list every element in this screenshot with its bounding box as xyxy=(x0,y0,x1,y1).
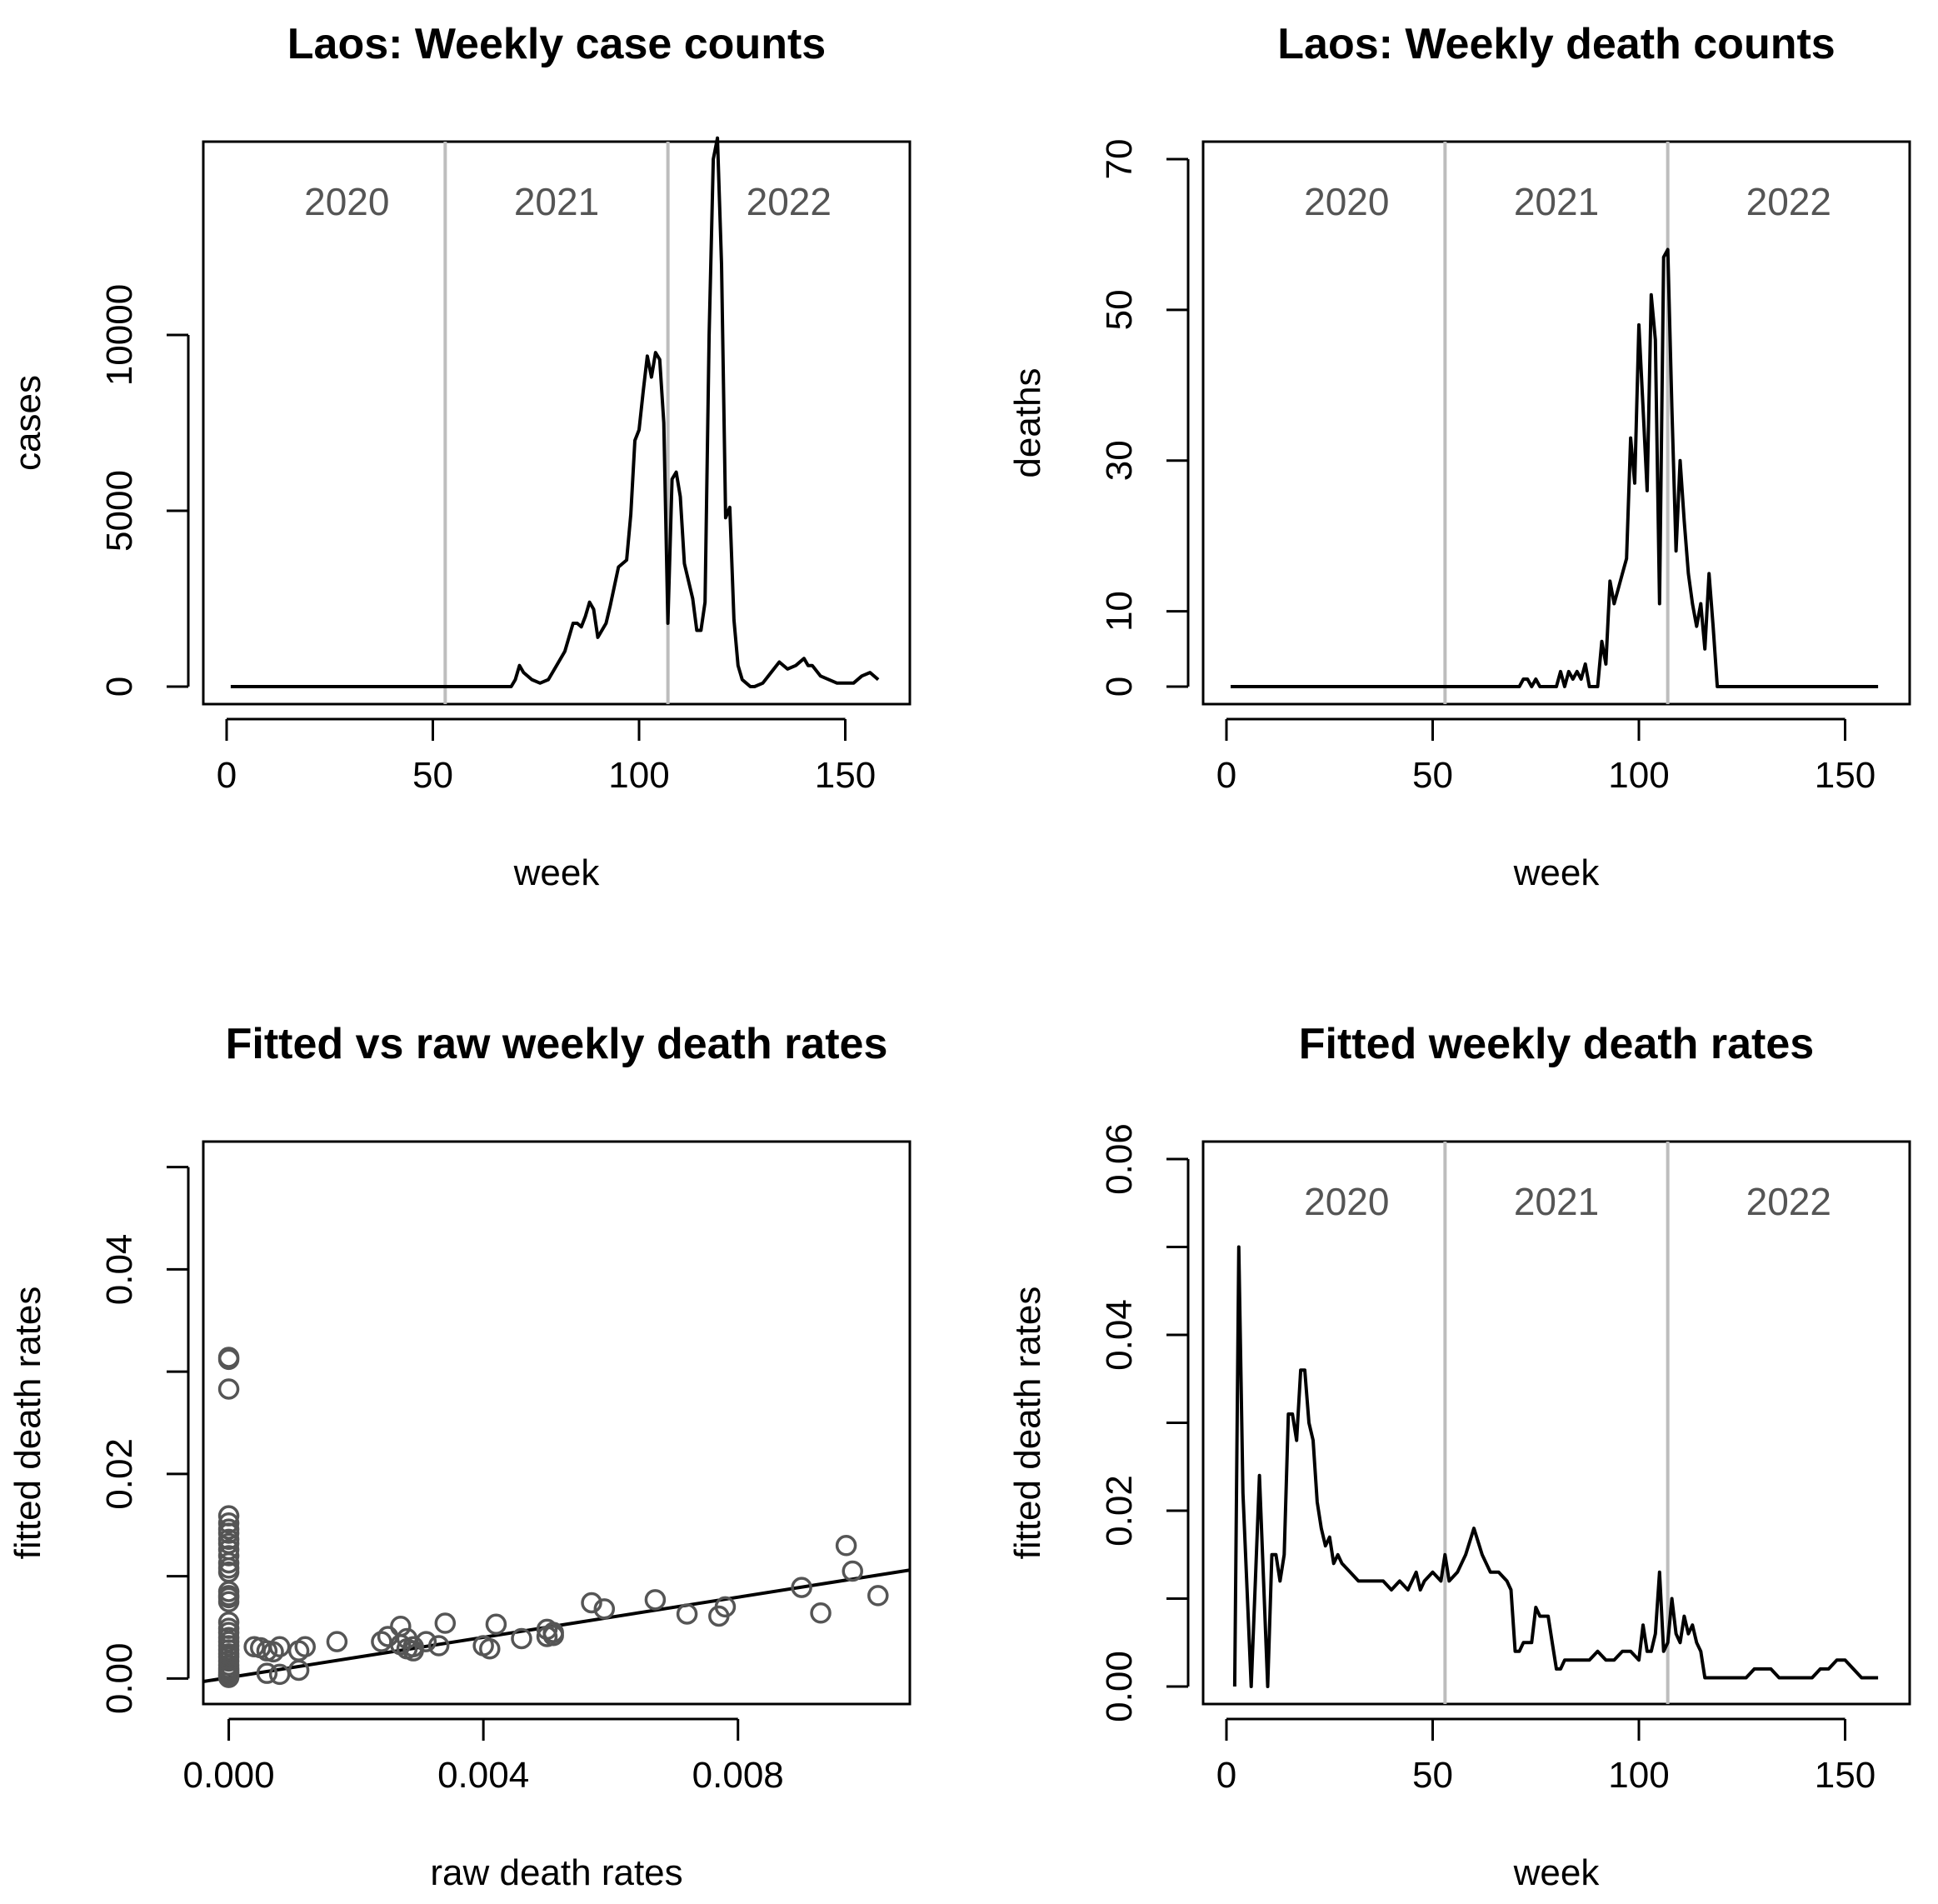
fitted-vs-raw-scatter-point xyxy=(217,1545,240,1567)
weekly-death-counts-x-tick-label: 100 xyxy=(1608,755,1669,796)
fitted-death-rates-series-line xyxy=(1232,1245,1879,1688)
fitted-vs-raw-scatter-point xyxy=(479,1637,501,1660)
fitted-death-rates-x-tick-label: 50 xyxy=(1412,1755,1453,1796)
weekly-death-counts-title: Laos: Weekly death counts xyxy=(1277,20,1835,68)
fitted-vs-raw-scatter-point xyxy=(511,1627,532,1650)
fitted-vs-raw-scatter-point xyxy=(217,1512,240,1534)
fitted-vs-raw-scatter-point xyxy=(791,1577,812,1598)
weekly-death-counts-frame xyxy=(1201,140,1911,706)
weekly-death-counts-year-label: 2022 xyxy=(1746,180,1831,223)
fitted-vs-raw-scatter-point xyxy=(217,1667,240,1688)
fitted-death-rates-x-tick-label: 0 xyxy=(1216,1755,1236,1796)
fitted-death-rates-title: Fitted weekly death rates xyxy=(1299,1020,1814,1068)
fitted-vs-raw-scatter-point xyxy=(217,1591,240,1613)
fitted-vs-raw-scatter-y-tick-label: 0.04 xyxy=(99,1234,140,1306)
weekly-death-counts-x-tick-label: 150 xyxy=(1815,755,1876,796)
fitted-death-rates-x-tick-label: 100 xyxy=(1608,1755,1669,1796)
fitted-vs-raw-scatter-x-tick-label: 0.004 xyxy=(437,1755,529,1796)
fitted-death-rates-x-axis-label: week xyxy=(1513,1852,1601,1893)
fitted-vs-raw-scatter-point xyxy=(810,1602,832,1624)
weekly-case-counts-frame xyxy=(202,140,912,706)
fitted-vs-raw-scatter-x-axis-label: raw death rates xyxy=(430,1852,682,1893)
weekly-case-counts-y-axis-label: cases xyxy=(7,375,48,471)
fitted-vs-raw-scatter-y-axis-label: fitted death rates xyxy=(7,1287,48,1560)
fitted-death-rates-y-axis-label: fitted death rates xyxy=(1007,1287,1048,1560)
fitted-vs-raw-scatter-point xyxy=(714,1596,737,1618)
fitted-vs-raw-scatter-point xyxy=(217,1522,240,1544)
fitted-death-rates-y-tick-label: 0.04 xyxy=(1099,1299,1140,1371)
weekly-death-counts-y-tick-label: 30 xyxy=(1099,440,1140,481)
fitted-death-rates-y-tick-label: 0.06 xyxy=(1099,1123,1140,1195)
fitted-death-rates-year-label: 2020 xyxy=(1304,1180,1389,1223)
fitted-vs-raw-scatter-point xyxy=(256,1662,278,1684)
fitted-vs-raw-scatter-point xyxy=(268,1636,291,1658)
fitted-vs-raw-scatter-point xyxy=(217,1378,240,1400)
fitted-vs-raw-scatter-point xyxy=(676,1603,698,1625)
fitted-death-rates-year-label: 2021 xyxy=(1514,1180,1599,1223)
fitted-vs-raw-scatter-point xyxy=(326,1631,348,1652)
fitted-vs-raw-scatter-point xyxy=(402,1636,424,1658)
weekly-death-counts-panel: Laos: Weekly death counts 0 50 100 150 week 0 1… xyxy=(1007,20,1911,893)
weekly-case-counts-x-tick-label: 150 xyxy=(815,755,876,796)
fitted-vs-raw-scatter-point xyxy=(542,1622,564,1643)
weekly-death-counts-x-tick-label: 0 xyxy=(1216,755,1236,796)
weekly-case-counts-y-tick-label: 5000 xyxy=(99,470,140,552)
weekly-case-counts-x-tick-label: 50 xyxy=(412,755,453,796)
fitted-vs-raw-scatter-point xyxy=(842,1560,863,1582)
fitted-vs-raw-scatter-point xyxy=(581,1592,602,1614)
fitted-death-rates-y-tick-label: 0.00 xyxy=(1099,1651,1140,1722)
fitted-vs-raw-scatter-point xyxy=(390,1615,412,1637)
fitted-vs-raw-scatter-point xyxy=(262,1641,284,1663)
weekly-case-counts-y-tick-label: 10000 xyxy=(99,284,140,386)
fitted-death-rates-frame xyxy=(1201,1140,1911,1706)
fitted-death-rates-panel: Fitted weekly death rates 0 50 100 150 week 0.… xyxy=(1007,1020,1911,1893)
weekly-case-counts-x-axis-label: week xyxy=(513,852,601,893)
fitted-vs-raw-scatter-point xyxy=(217,1348,240,1371)
fitted-vs-raw-scatter-point xyxy=(593,1598,616,1620)
weekly-case-counts-x-tick-label: 0 xyxy=(217,755,237,796)
fitted-vs-raw-scatter-x-tick-label: 0.008 xyxy=(692,1755,784,1796)
fitted-death-rates-x-tick-label: 150 xyxy=(1815,1755,1876,1796)
weekly-death-counts-y-axis-label: deaths xyxy=(1007,367,1048,477)
weekly-death-counts-year-label: 2020 xyxy=(1304,180,1389,223)
fitted-vs-raw-scatter-point xyxy=(434,1612,457,1634)
fitted-vs-raw-scatter-y-tick-label: 0.02 xyxy=(99,1438,140,1510)
fitted-vs-raw-scatter-point xyxy=(294,1636,316,1658)
fitted-vs-raw-scatter-point xyxy=(427,1635,450,1657)
weekly-case-counts-series-line xyxy=(230,136,880,688)
fitted-vs-raw-scatter-point xyxy=(644,1589,667,1611)
weekly-case-counts-panel: Laos: Weekly case counts 0 50 100 150 week 0 50… xyxy=(7,20,912,893)
fitted-death-rates-y-tick-label: 0.02 xyxy=(1099,1475,1140,1547)
fitted-vs-raw-scatter-point xyxy=(835,1535,857,1557)
weekly-case-counts-year-label: 2020 xyxy=(304,180,389,223)
weekly-death-counts-y-tick-label: 70 xyxy=(1099,139,1140,180)
fitted-vs-raw-scatter-frame xyxy=(202,1140,912,1706)
weekly-case-counts-x-tick-label: 100 xyxy=(608,755,669,796)
fitted-vs-raw-scatter-point xyxy=(485,1613,507,1636)
fitted-vs-raw-scatter-point xyxy=(867,1585,889,1607)
fitted-vs-raw-scatter-point xyxy=(268,1663,291,1686)
weekly-death-counts-x-axis-label: week xyxy=(1513,852,1601,893)
weekly-case-counts-year-label: 2021 xyxy=(514,180,599,223)
weekly-death-counts-y-tick-label: 50 xyxy=(1099,289,1140,330)
fitted-vs-raw-scatter-y-tick-label: 0.00 xyxy=(99,1642,140,1714)
weekly-death-counts-y-tick-label: 10 xyxy=(1099,591,1140,632)
weekly-case-counts-year-label: 2022 xyxy=(747,180,832,223)
weekly-death-counts-year-label: 2021 xyxy=(1514,180,1599,223)
weekly-case-counts-title: Laos: Weekly case counts xyxy=(287,20,826,68)
fitted-death-rates-year-label: 2022 xyxy=(1746,1180,1831,1223)
fitted-vs-raw-scatter-point xyxy=(415,1631,437,1652)
weekly-death-counts-series-line xyxy=(1231,247,1879,688)
fitted-vs-raw-scatter-panel: Fitted vs raw weekly death rates 0.000 0.0… xyxy=(7,1020,912,1893)
weekly-death-counts-x-tick-label: 50 xyxy=(1412,755,1453,796)
fitted-vs-raw-scatter-point xyxy=(287,1659,310,1682)
fitted-vs-raw-scatter-x-tick-label: 0.000 xyxy=(183,1755,275,1796)
weekly-death-counts-y-tick-label: 0 xyxy=(1099,677,1140,697)
weekly-case-counts-y-tick-label: 0 xyxy=(99,677,140,697)
fitted-vs-raw-scatter-title: Fitted vs raw weekly death rates xyxy=(226,1020,888,1068)
